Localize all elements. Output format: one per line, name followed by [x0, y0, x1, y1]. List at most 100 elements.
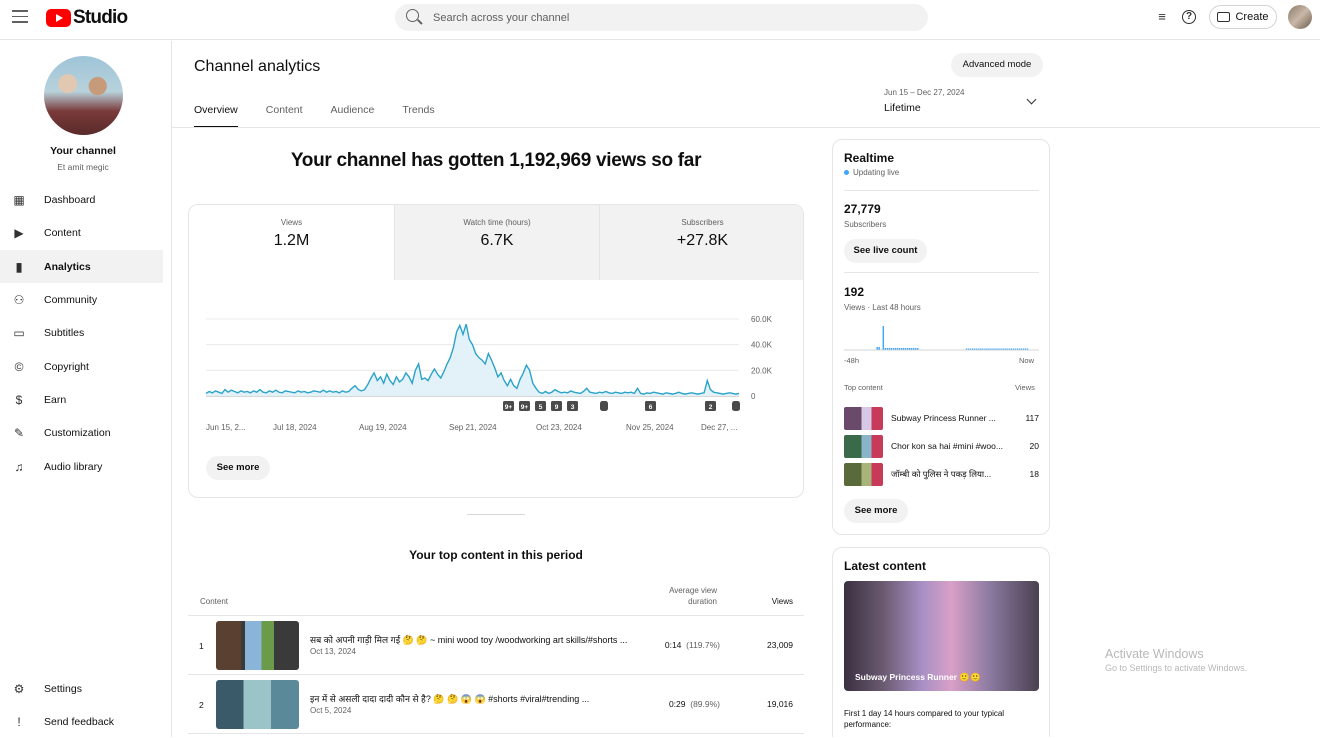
realtime-bar [986, 348, 988, 350]
col-avd-header[interactable]: Average view [669, 586, 717, 595]
y-tick-label: 0 [751, 392, 756, 401]
realtime-bar [900, 348, 903, 350]
y-tick-label: 20.0K [751, 366, 773, 375]
create-button[interactable]: Create [1209, 5, 1277, 29]
tab-audience[interactable]: Audience [330, 104, 375, 116]
top-bar: Studio ≡ ? Create [0, 0, 1320, 40]
realtime-bar [988, 348, 990, 350]
sidebar: Your channel Et amit megic ▦ Dashboard ▶… [0, 41, 172, 737]
realtime-views-label: Views · Last 48 hours [844, 303, 921, 312]
y-tick-label: 60.0K [751, 315, 773, 324]
realtime-bar [1010, 348, 1012, 350]
metric-subscribers[interactable]: Subscribers +27.8K [599, 205, 803, 280]
copyright-icon: © [14, 359, 24, 374]
sidebar-item-send-feedback[interactable]: ! Send feedback [0, 705, 163, 738]
video-marker: 5 [535, 401, 546, 411]
realtime-bar [992, 348, 994, 350]
audio-library-icon: ♫ [14, 459, 24, 474]
marker-label: 5 [539, 404, 543, 411]
metric-watch-time[interactable]: Watch time (hours) 6.7K [394, 205, 599, 280]
video-thumbnail[interactable] [216, 680, 299, 729]
sidebar-item-community[interactable]: ⚇ Community [13, 292, 98, 307]
search-input[interactable] [433, 4, 913, 31]
marker-label: 9 [555, 404, 559, 411]
sidebar-item-analytics[interactable]: ▮ Analytics [0, 250, 163, 283]
x-tick-label: Aug 19, 2024 [359, 423, 407, 432]
video-thumbnail[interactable] [844, 407, 883, 430]
table-divider [188, 674, 804, 675]
search-bar[interactable] [395, 4, 928, 31]
search-icon [406, 9, 419, 22]
menu-icon[interactable] [12, 10, 28, 24]
see-live-count-button[interactable]: See live count [844, 239, 927, 263]
account-avatar[interactable] [1288, 5, 1312, 29]
realtime-bar [911, 348, 913, 350]
realtime-status: Updating live [844, 168, 899, 177]
date-range-label[interactable]: Lifetime [884, 102, 921, 114]
video-thumbnail[interactable] [844, 435, 883, 458]
col-views-header[interactable]: Views [771, 597, 793, 606]
realtime-bar [890, 348, 893, 350]
chevron-down-icon[interactable] [1026, 94, 1037, 105]
x-tick-label: Oct 23, 2024 [536, 423, 582, 432]
realtime-bar [969, 348, 972, 350]
x-tick-label: Jun 15, 2... [206, 423, 246, 432]
realtime-bar [1006, 348, 1008, 350]
playlist-add-icon[interactable]: ≡ [1158, 9, 1166, 24]
shorts-marker-icon [600, 401, 608, 411]
table-divider [188, 733, 804, 734]
realtime-bar [978, 348, 980, 350]
marker-label: 2 [709, 404, 713, 411]
section-divider [467, 514, 525, 515]
divider [844, 190, 1039, 191]
realtime-bar [984, 348, 986, 350]
realtime-bar [996, 348, 998, 350]
sidebar-item-copyright[interactable]: © Copyright [0, 350, 163, 383]
realtime-bar [1000, 348, 1002, 350]
latest-video-thumbnail[interactable]: Subway Princess Runner 🙂🙂 [844, 581, 1039, 691]
tab-trends[interactable]: Trends [402, 104, 435, 116]
x-tick-label: Dec 27, ... [701, 423, 737, 432]
realtime-see-more-button[interactable]: See more [844, 499, 908, 523]
date-range-text[interactable]: Jun 15 – Dec 27, 2024 [884, 88, 965, 97]
sidebar-item-dashboard[interactable]: ▦ Dashboard [13, 192, 96, 207]
help-icon[interactable]: ? [1182, 10, 1196, 24]
realtime-bar [876, 347, 878, 350]
sidebar-item-settings[interactable]: ⚙ Settings [13, 681, 82, 696]
realtime-views-count: 192 [844, 285, 865, 299]
realtime-bar [1026, 348, 1029, 350]
realtime-bar [909, 348, 911, 350]
realtime-bar-chart[interactable] [844, 320, 1039, 352]
video-marker: 9+ [503, 401, 514, 411]
studio-logo[interactable]: Studio [46, 7, 128, 29]
see-more-button[interactable]: See more [206, 456, 270, 480]
video-camera-icon [1217, 12, 1231, 22]
activate-windows-watermark: Activate Windows Go to Settings to activ… [1105, 647, 1248, 673]
realtime-bar [892, 348, 895, 350]
video-thumbnail[interactable] [844, 463, 883, 486]
realtime-bar [898, 348, 901, 350]
advanced-mode-button[interactable]: Advanced mode [951, 53, 1043, 77]
sidebar-item-customization[interactable]: ✎ Customization [13, 425, 111, 440]
y-tick-label: 40.0K [751, 341, 773, 350]
feedback-icon: ! [17, 714, 21, 729]
tab-overview[interactable]: Overview [194, 98, 238, 128]
col-avd-header-2[interactable]: duration [688, 597, 717, 606]
tab-content[interactable]: Content [265, 104, 303, 116]
sidebar-item-audio-library[interactable]: ♫ Audio library [0, 450, 163, 483]
realtime-card: Realtime Updating live 27,779 Subscriber… [832, 139, 1050, 535]
realtime-bar [902, 348, 905, 350]
channel-name: Your channel [50, 145, 116, 157]
metric-views[interactable]: Views 1.2M [273, 218, 310, 249]
views-column-label: Views [1015, 383, 1035, 392]
realtime-bar [913, 348, 915, 350]
sidebar-item-earn[interactable]: $ Earn [0, 383, 163, 416]
channel-avatar[interactable] [44, 56, 123, 135]
sidebar-item-subtitles[interactable]: ▭ Subtitles [13, 325, 85, 340]
community-icon: ⚇ [13, 292, 25, 307]
sidebar-item-content[interactable]: ▶ Content [0, 216, 163, 249]
video-thumbnail[interactable] [216, 621, 299, 670]
realtime-bar [1020, 348, 1023, 350]
realtime-bar [894, 348, 897, 350]
